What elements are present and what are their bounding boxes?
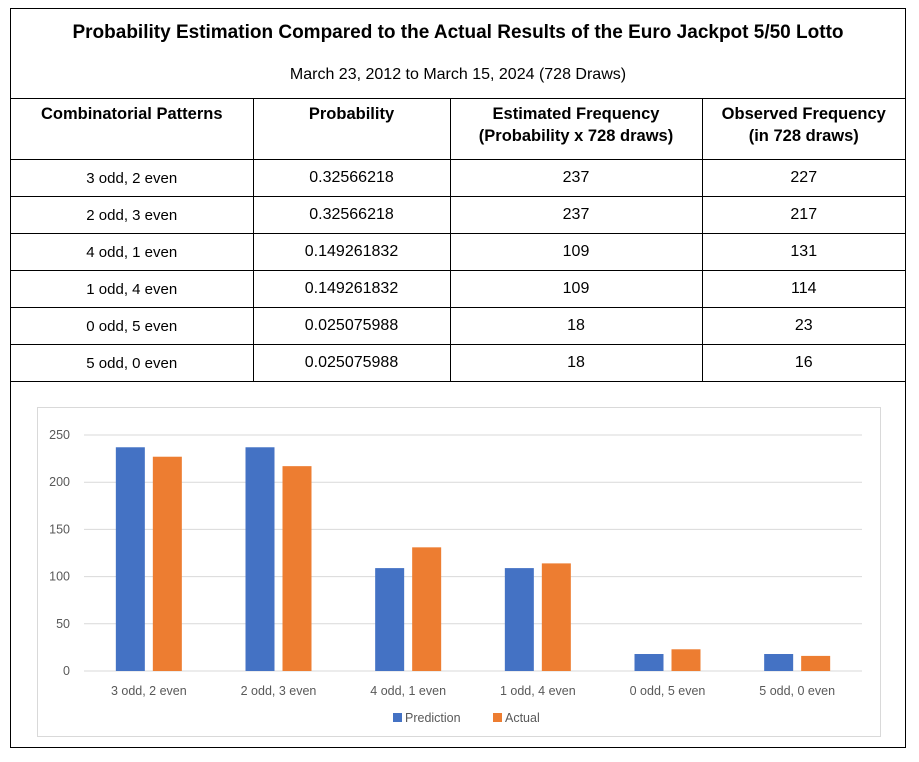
table-row: 2 odd, 3 even 0.32566218 237 217 xyxy=(11,196,905,234)
cell-estimated: 109 xyxy=(449,233,703,271)
legend-swatch-actual xyxy=(493,713,502,722)
legend-label-prediction: Prediction xyxy=(405,711,461,725)
cell-pattern: 0 odd, 5 even xyxy=(11,307,254,345)
legend-label-actual: Actual xyxy=(505,711,540,725)
cell-pattern: 3 odd, 2 even xyxy=(11,159,254,197)
header-patterns: Combinatorial Patterns xyxy=(11,98,254,160)
table-row: 1 odd, 4 even 0.149261832 109 114 xyxy=(11,270,905,308)
cell-probability: 0.025075988 xyxy=(252,344,451,382)
y-tick-label: 0 xyxy=(63,664,70,678)
y-tick-label: 250 xyxy=(49,428,70,442)
report-frame: Probability Estimation Compared to the A… xyxy=(10,8,906,748)
cell-estimated: 18 xyxy=(449,344,703,382)
cell-probability: 0.149261832 xyxy=(252,270,451,308)
bar-prediction xyxy=(245,447,275,671)
table-row: 3 odd, 2 even 0.32566218 237 227 xyxy=(11,159,905,197)
cell-probability: 0.32566218 xyxy=(252,159,451,197)
cell-pattern: 1 odd, 4 even xyxy=(11,270,254,308)
cell-pattern: 4 odd, 1 even xyxy=(11,233,254,271)
bar-prediction xyxy=(115,447,145,671)
y-tick-label: 50 xyxy=(56,617,70,631)
x-tick-label: 1 odd, 4 even xyxy=(500,684,576,698)
table-row: 4 odd, 1 even 0.149261832 109 131 xyxy=(11,233,905,271)
cell-observed: 217 xyxy=(701,196,905,234)
cell-observed: 227 xyxy=(701,159,905,197)
cell-pattern: 2 odd, 3 even xyxy=(11,196,254,234)
bar-actual xyxy=(801,655,831,671)
cell-pattern: 5 odd, 0 even xyxy=(11,344,254,382)
cell-observed: 16 xyxy=(701,344,905,382)
y-tick-label: 200 xyxy=(49,475,70,489)
page-subtitle: March 23, 2012 to March 15, 2024 (728 Dr… xyxy=(289,66,627,83)
cell-estimated: 18 xyxy=(449,307,703,345)
frequency-bar-chart: 0 50 100 150 200 250 3 odd, 2 even 2 odd, 3 eve… xyxy=(37,407,881,737)
table-row: 0 odd, 5 even 0.025075988 18 23 xyxy=(11,307,905,345)
bar-actual xyxy=(671,649,701,671)
cell-observed: 114 xyxy=(701,270,905,308)
bar-prediction xyxy=(375,568,405,671)
cell-probability: 0.32566218 xyxy=(252,196,451,234)
x-tick-label: 4 odd, 1 even xyxy=(370,684,446,698)
bar-actual xyxy=(282,466,312,671)
cell-estimated: 109 xyxy=(449,270,703,308)
bar-prediction xyxy=(504,568,534,671)
table-row: 5 odd, 0 even 0.025075988 18 16 xyxy=(11,344,905,382)
bar-actual xyxy=(412,547,442,671)
x-tick-label: 0 odd, 5 even xyxy=(630,684,706,698)
bar-actual xyxy=(541,563,571,671)
bar-actual xyxy=(152,456,182,671)
y-tick-label: 100 xyxy=(49,570,70,584)
results-table: Combinatorial Patterns Probability Estim… xyxy=(11,98,905,382)
x-tick-label: 2 odd, 3 even xyxy=(241,684,317,698)
legend-swatch-prediction xyxy=(393,713,402,722)
bar-prediction xyxy=(634,654,664,671)
cell-observed: 131 xyxy=(701,233,905,271)
header-estimated-frequency: Estimated Frequency (Probability x 728 dr… xyxy=(449,98,703,160)
header-observed-frequency: Observed Frequency (in 728 draws) xyxy=(701,98,905,160)
table-header-row: Combinatorial Patterns Probability Estim… xyxy=(11,98,905,160)
bar-prediction xyxy=(764,654,794,671)
chart-canvas: 0 50 100 150 200 250 3 odd, 2 even 2 odd, 3 eve… xyxy=(49,428,862,725)
cell-probability: 0.149261832 xyxy=(252,233,451,271)
header-probability: Probability xyxy=(252,98,451,160)
page-title: Probability Estimation Compared to the A… xyxy=(72,22,844,43)
x-tick-label: 5 odd, 0 even xyxy=(759,684,835,698)
cell-observed: 23 xyxy=(701,307,905,345)
x-tick-label: 3 odd, 2 even xyxy=(111,684,187,698)
cell-estimated: 237 xyxy=(449,196,703,234)
cell-estimated: 237 xyxy=(449,159,703,197)
cell-probability: 0.025075988 xyxy=(252,307,451,345)
y-tick-label: 150 xyxy=(49,522,70,536)
